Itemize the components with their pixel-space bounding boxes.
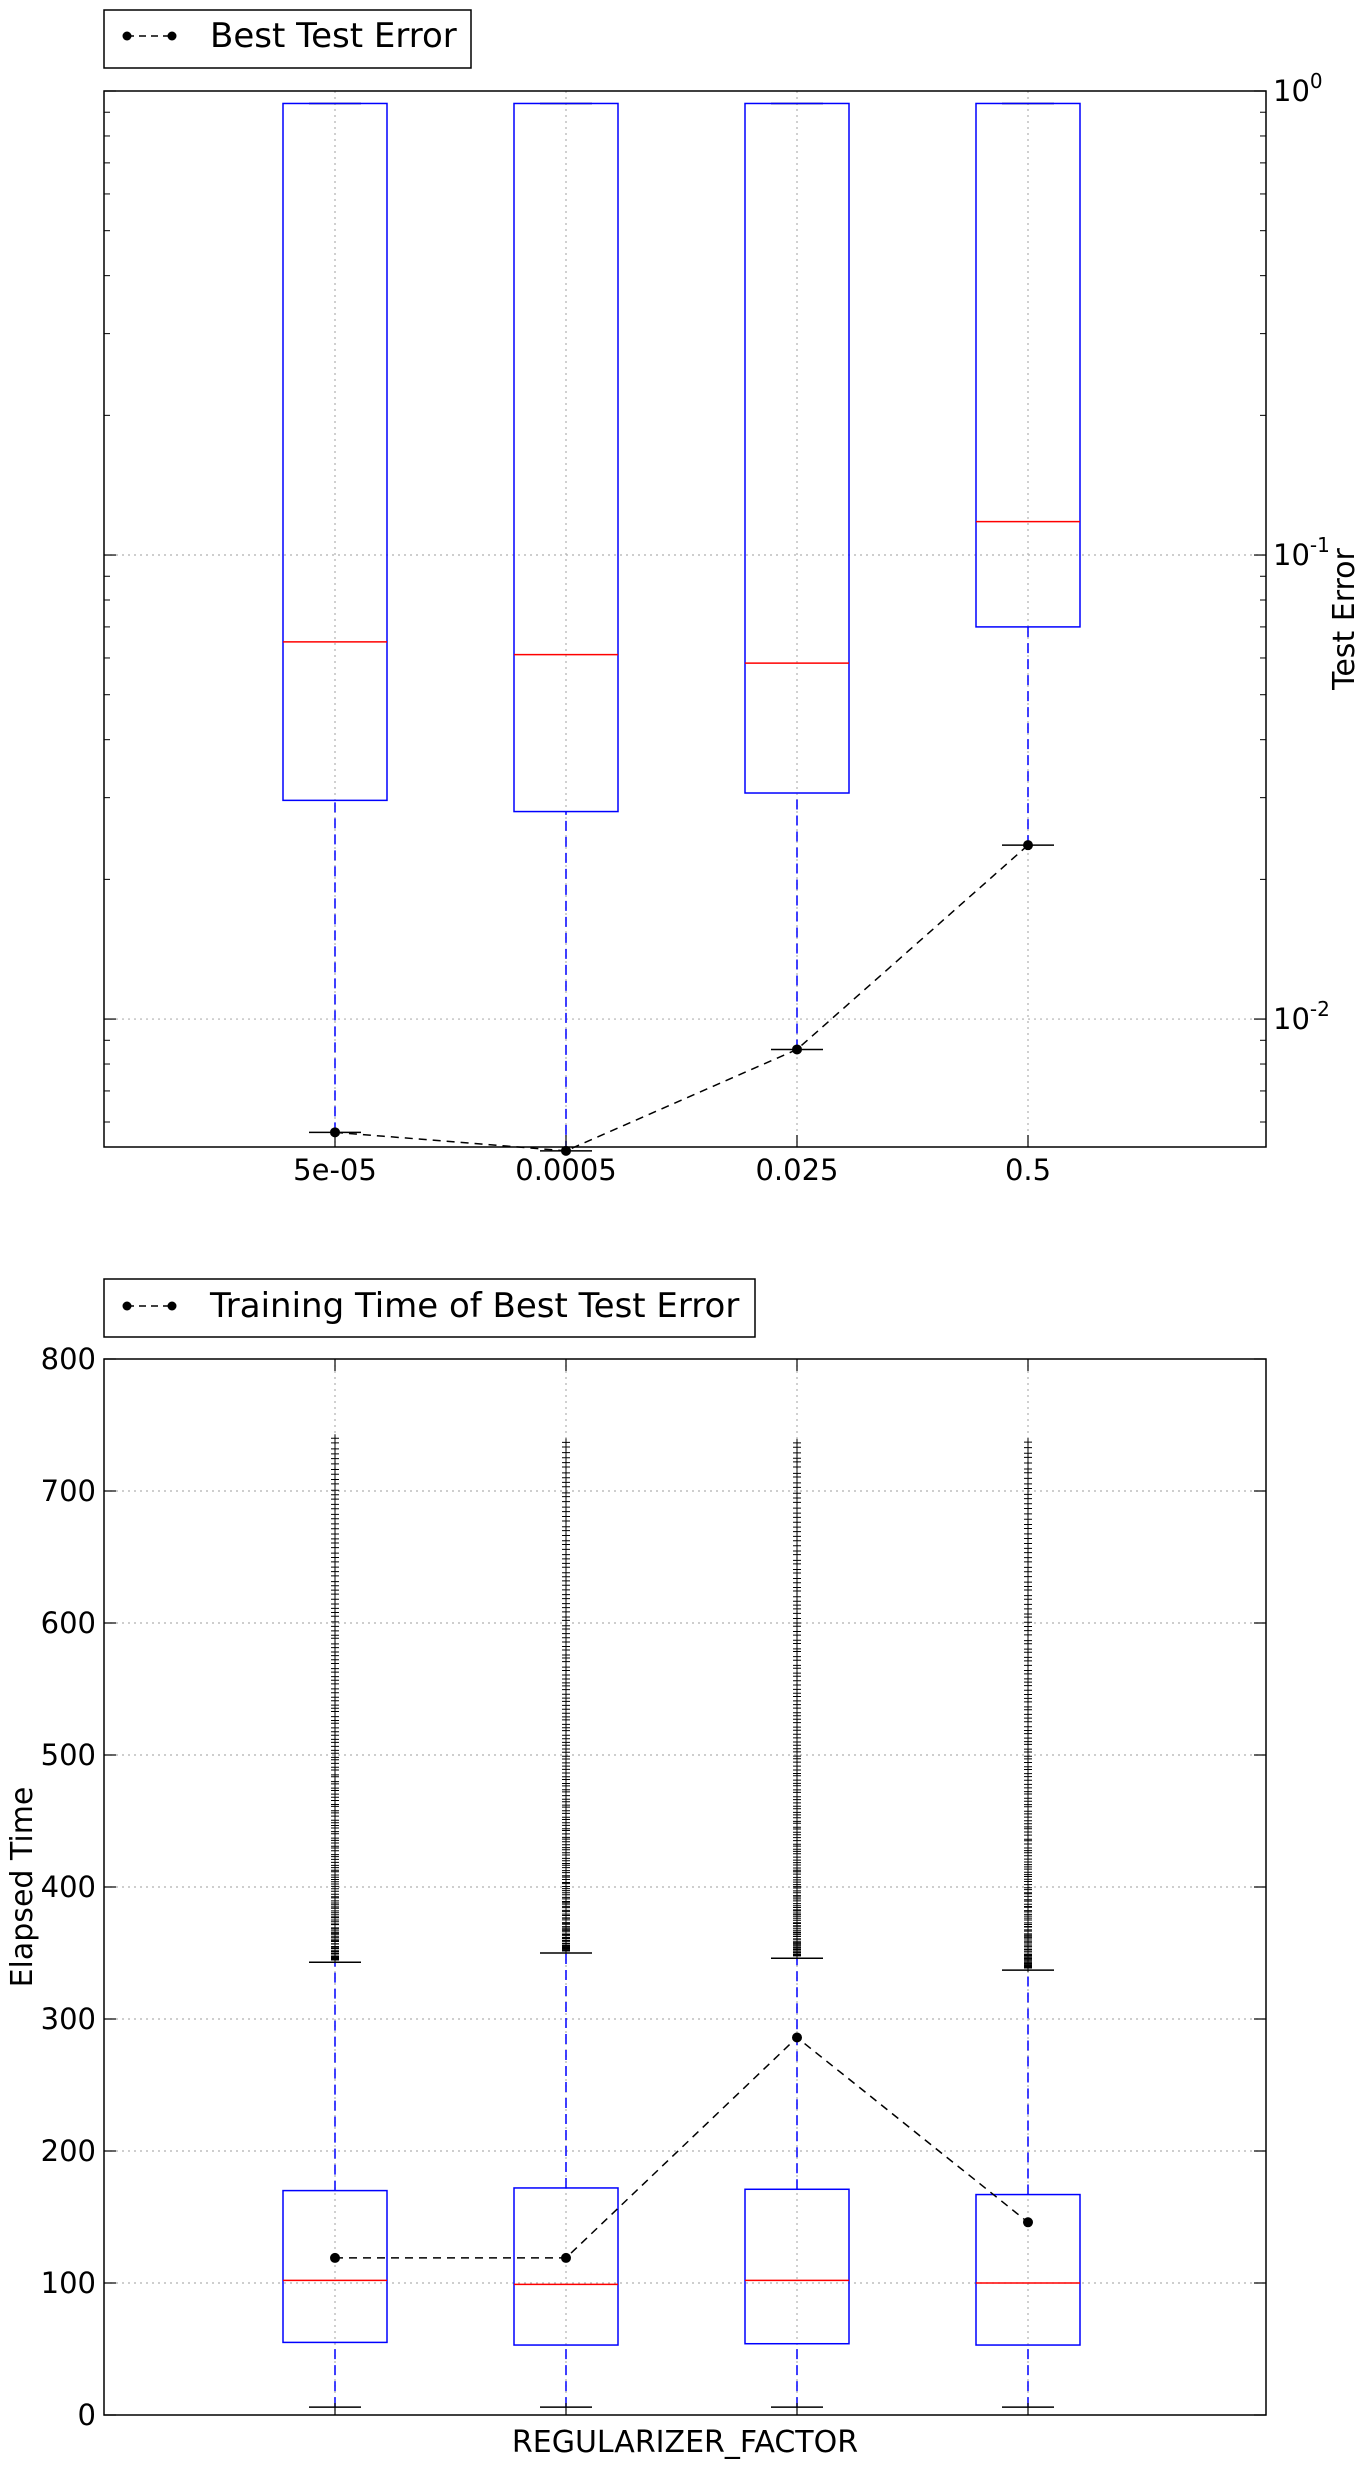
best-error-point	[1023, 840, 1033, 851]
y-tick-label: 300	[41, 2002, 96, 2036]
box-plot	[282, 102, 388, 1134]
box	[282, 2189, 388, 2344]
bottom-legend-label: Training Time of Best Test Error	[209, 1286, 739, 1326]
bottom-y-ticks: 0 100 200 300 400 500 600 700 800	[41, 1342, 1266, 2432]
top-best-line	[330, 840, 1033, 1156]
legend-marker-icon	[167, 31, 177, 41]
chart-top: 100 10-1 10-2 5e-05 0.0005 0.025 0.5 Test Err…	[103, 9, 1362, 1187]
y-tick-label: 600	[41, 1606, 96, 1640]
box	[282, 102, 388, 802]
y-tick-label: 400	[41, 1870, 96, 1904]
top-y-ticks: 100 10-1 10-2	[104, 69, 1330, 1123]
top-x-ticks: 5e-05 0.0005 0.025 0.5	[293, 1135, 1051, 1187]
flier-marker	[1024, 1438, 1032, 1447]
x-tick-label: 0.5	[1005, 1153, 1051, 1187]
flier-group	[331, 1434, 339, 1964]
y-tick-label: 100	[1273, 69, 1323, 108]
box	[513, 2187, 619, 2346]
top-gridlines	[104, 91, 1266, 1147]
box-plot	[513, 102, 619, 1152]
bottom-y-axis-label: Elapsed Time	[5, 1787, 40, 1988]
flier-marker	[562, 1438, 570, 1447]
y-tick-label: 10-1	[1273, 533, 1330, 572]
top-legend-label: Best Test Error	[210, 16, 457, 56]
legend-marker-icon	[167, 1301, 177, 1311]
best-error-point	[561, 1145, 571, 1156]
legend-marker-icon	[122, 1301, 132, 1311]
chart-bottom: 0 100 200 300 400 500 600 700 800 REGULARIZER_FA…	[5, 1278, 1267, 2460]
box	[975, 2193, 1081, 2346]
flier-group	[1024, 1438, 1032, 1972]
bottom-gridlines	[104, 1359, 1266, 2415]
legend-marker-icon	[122, 31, 132, 41]
top-legend-frame	[103, 9, 472, 69]
y-tick-label: 200	[41, 2134, 96, 2168]
y-tick-label: 500	[41, 1738, 96, 1772]
flier-marker	[331, 1434, 339, 1443]
training-time-line	[335, 2036, 1029, 2259]
y-tick-label: 800	[41, 1342, 96, 1376]
y-tick-label: 0	[78, 2398, 96, 2432]
box-plot	[513, 1952, 619, 2408]
box	[744, 2188, 850, 2345]
box	[975, 102, 1081, 628]
box-plot	[282, 1961, 388, 2408]
best-error-line	[334, 844, 1029, 1152]
training-time-point	[792, 2032, 802, 2043]
bottom-best-line	[330, 2032, 1033, 2263]
training-time-point	[561, 2252, 571, 2263]
top-legend: Best Test Error	[103, 9, 472, 69]
top-boxes	[282, 102, 1081, 1152]
best-error-point	[792, 1044, 802, 1055]
y-tick-label: 700	[41, 1474, 96, 1508]
box-plot	[975, 102, 1081, 846]
box-plot	[975, 1969, 1081, 2408]
flier-group	[793, 1438, 801, 1960]
x-tick-label: 0.0005	[515, 1153, 616, 1187]
bottom-legend-frame	[103, 1278, 756, 1338]
best-error-point	[330, 1127, 340, 1138]
bottom-legend: Training Time of Best Test Error	[103, 1278, 756, 1338]
x-tick-label: 0.025	[755, 1153, 838, 1187]
flier-group	[562, 1438, 570, 1955]
y-tick-label: 10-2	[1273, 997, 1330, 1036]
training-time-point	[330, 2252, 340, 2263]
box	[744, 102, 850, 794]
box	[513, 102, 619, 813]
bottom-fliers	[331, 1434, 1032, 1972]
top-plot-frame	[103, 90, 1267, 1148]
top-y-axis-label: Test Error	[1327, 547, 1362, 690]
box-plot	[744, 1957, 850, 2408]
x-tick-label: 5e-05	[293, 1153, 377, 1187]
y-tick-label: 100	[41, 2266, 96, 2300]
training-time-point	[1023, 2217, 1033, 2228]
x-axis-label: REGULARIZER_FACTOR	[512, 2425, 858, 2460]
flier-marker	[793, 1438, 801, 1447]
bottom-boxes	[282, 1952, 1081, 2408]
